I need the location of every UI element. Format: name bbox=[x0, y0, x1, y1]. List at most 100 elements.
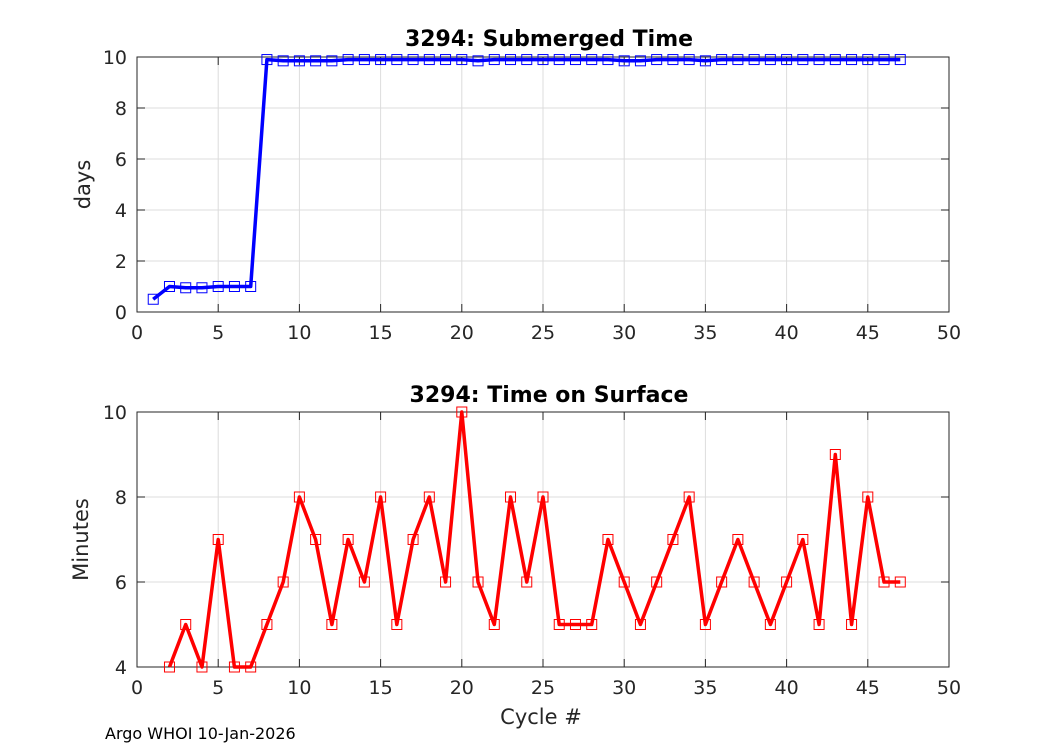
chart2-data-point bbox=[732, 534, 744, 545]
chart1-data-point bbox=[846, 54, 858, 66]
chart2-data-point bbox=[651, 576, 663, 588]
chart1-y-tick-label: 10 bbox=[103, 47, 127, 69]
chart1-data-point bbox=[391, 54, 403, 66]
chart2-x-tick-label: 25 bbox=[531, 677, 555, 699]
chart1-data-point bbox=[358, 54, 370, 66]
chart2-x-tick-label: 5 bbox=[212, 677, 224, 699]
chart1-data-point bbox=[716, 54, 728, 66]
chart2-data-point bbox=[472, 576, 484, 588]
chart2-data-point bbox=[537, 491, 549, 503]
chart1-data-point bbox=[456, 54, 468, 66]
chart2-y-tick-label: 8 bbox=[115, 487, 127, 509]
chart1-y-tick-label: 6 bbox=[115, 149, 127, 171]
chart2-data-point bbox=[505, 491, 517, 503]
chart2-data-point bbox=[846, 619, 858, 630]
chart1-data-point bbox=[602, 54, 614, 66]
chart1-data-point bbox=[732, 54, 744, 66]
chart2-data-point bbox=[699, 619, 711, 630]
chart2-data-point bbox=[781, 576, 793, 588]
chart1-data-point bbox=[212, 281, 224, 292]
chart2-data-point bbox=[569, 619, 581, 630]
chart1-data-point bbox=[245, 281, 257, 292]
chart1-data-point bbox=[651, 54, 663, 66]
chart2-data-point bbox=[277, 576, 289, 588]
chart1-x-tick-label: 0 bbox=[131, 322, 143, 344]
chart1-x-tick-label: 10 bbox=[287, 322, 311, 344]
chart2-y-tick-label: 4 bbox=[115, 657, 127, 679]
chart2-data-point bbox=[683, 491, 695, 503]
chart1-data-point bbox=[375, 54, 387, 66]
chart1-data-point bbox=[293, 55, 305, 67]
chart1-y-tick-label: 2 bbox=[115, 251, 127, 273]
chart1-data-point bbox=[488, 54, 500, 66]
chart2-data-point bbox=[407, 534, 419, 545]
chart1-data-point bbox=[277, 55, 289, 67]
chart2-data-point bbox=[326, 619, 338, 630]
chart2-x-tick-label: 15 bbox=[369, 677, 393, 699]
chart1-data-point bbox=[180, 282, 192, 294]
chart2-data-point bbox=[228, 661, 240, 673]
chart2-x-tick-label: 20 bbox=[450, 677, 474, 699]
chart1-data-point bbox=[472, 55, 484, 67]
chart2-y-tick-label: 6 bbox=[115, 572, 127, 594]
chart2-series-line bbox=[167, 410, 901, 669]
chart2-data-point bbox=[521, 576, 533, 588]
chart1-data-point bbox=[764, 54, 776, 66]
chart1-data-point bbox=[878, 54, 890, 66]
chart1-data-point bbox=[748, 54, 760, 66]
chart2-data-point bbox=[423, 491, 435, 503]
chart2-data-point bbox=[212, 534, 224, 545]
chart2-data-point bbox=[878, 576, 890, 588]
chart2-data-point bbox=[797, 534, 809, 545]
chart1-data-point bbox=[781, 54, 793, 66]
chart2-x-tick-label: 30 bbox=[612, 677, 636, 699]
footer-credit: Argo WHOI 10-Jan-2026 bbox=[105, 724, 296, 743]
chart2-title: 3294: Time on Surface bbox=[410, 383, 689, 408]
chart2-data-point bbox=[634, 619, 646, 630]
chart1-x-tick-label: 35 bbox=[693, 322, 717, 344]
chart1-data-point bbox=[862, 54, 874, 66]
chart1-data-point bbox=[423, 54, 435, 66]
chart2-data-point bbox=[293, 491, 305, 503]
chart1-y-tick-label: 8 bbox=[115, 98, 127, 120]
chart1-data-point bbox=[163, 281, 175, 292]
chart2-x-tick-label: 35 bbox=[693, 677, 717, 699]
chart1-data-point bbox=[683, 54, 695, 66]
chart2-data-point bbox=[602, 534, 614, 545]
chart2-data-point bbox=[586, 619, 598, 630]
chart2-data-point bbox=[748, 576, 760, 588]
chart1-data-point bbox=[440, 54, 452, 66]
chart2-data-point bbox=[488, 619, 500, 630]
chart1-data-point bbox=[569, 54, 581, 66]
chart1-data-point bbox=[228, 281, 240, 292]
chart1-x-tick-label: 20 bbox=[450, 322, 474, 344]
chart1-x-tick-label: 30 bbox=[612, 322, 636, 344]
chart2-data-point bbox=[375, 491, 387, 503]
chart1-data-point bbox=[505, 54, 517, 66]
chart2-x-tick-label: 10 bbox=[287, 677, 311, 699]
chart1-y-axis-label: days bbox=[71, 160, 95, 210]
chart2-data-point bbox=[813, 619, 825, 630]
chart1-data-point bbox=[196, 282, 208, 294]
chart1-data-point bbox=[797, 54, 809, 66]
chart1-y-tick-label: 0 bbox=[115, 302, 127, 324]
chart1-x-tick-label: 25 bbox=[531, 322, 555, 344]
chart1-x-tick-label: 50 bbox=[937, 322, 961, 344]
chart1-title: 3294: Submerged Time bbox=[405, 27, 693, 52]
chart1-y-tick-label: 4 bbox=[115, 200, 127, 222]
chart2-data-point bbox=[163, 661, 175, 673]
chart1-x-tick-label: 45 bbox=[856, 322, 880, 344]
chart1-data-point bbox=[310, 55, 322, 67]
chart2-y-axis-label: Minutes bbox=[69, 498, 93, 581]
chart1-data-point bbox=[537, 54, 549, 66]
chart2-x-tick-label: 50 bbox=[937, 677, 961, 699]
chart2-data-point bbox=[829, 449, 841, 460]
chart1-data-point bbox=[813, 54, 825, 66]
chart2-data-point bbox=[310, 534, 322, 545]
chart2-data-point bbox=[618, 576, 630, 588]
chart2-y-tick-label: 10 bbox=[103, 402, 127, 424]
chart1-data-point bbox=[829, 54, 841, 66]
chart2-data-point bbox=[180, 619, 192, 630]
chart2-data-point bbox=[862, 491, 874, 503]
